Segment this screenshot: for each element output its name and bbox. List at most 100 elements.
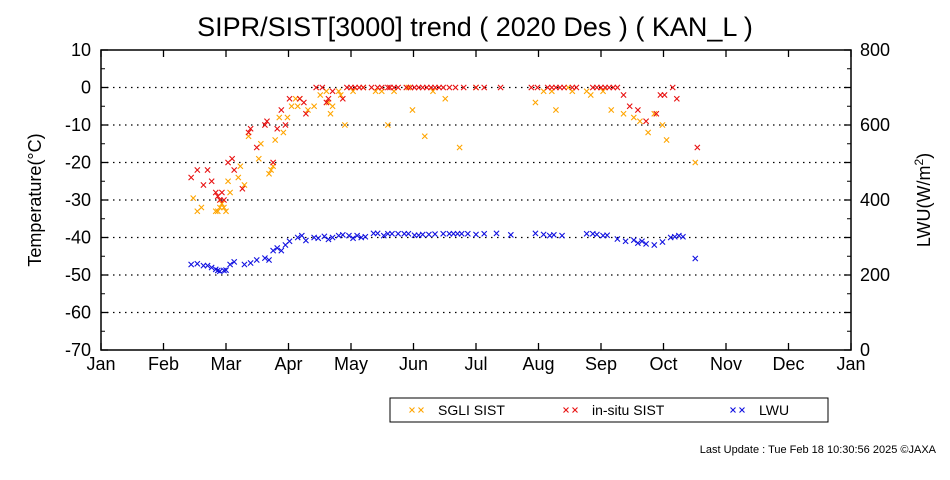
data-point <box>266 257 273 263</box>
data-point <box>659 239 666 245</box>
y-left-tick-label: -70 <box>65 340 91 360</box>
data-point <box>532 230 539 237</box>
data-point <box>247 125 254 132</box>
y-right-tick-label: 800 <box>860 40 890 60</box>
data-point <box>395 84 402 91</box>
data-point <box>194 260 201 267</box>
y-left-tick-label: -30 <box>65 190 91 210</box>
data-point <box>315 235 322 242</box>
data-point <box>239 185 246 192</box>
legend: SGLI SIST in-situ SIST LWU <box>389 397 829 423</box>
data-point <box>473 231 479 238</box>
y-right-tick-label: 0 <box>860 340 870 360</box>
x-tick-label: Jul <box>464 354 487 374</box>
data-point <box>583 230 590 237</box>
data-point <box>634 240 641 247</box>
data-point <box>198 204 205 211</box>
data-point <box>300 99 307 106</box>
x-tick-label: Sep <box>585 354 617 374</box>
data-point <box>231 258 238 265</box>
data-point <box>661 92 668 98</box>
data-point <box>298 232 305 239</box>
data-point <box>493 230 500 237</box>
data-point <box>552 107 559 113</box>
legend-marker <box>409 407 415 413</box>
data-point <box>614 84 621 91</box>
data-point <box>218 200 225 207</box>
data-point <box>622 238 629 245</box>
data-point <box>421 133 428 140</box>
data-point <box>339 95 346 102</box>
y-right-tick-label: 200 <box>860 265 890 285</box>
data-point <box>294 234 301 241</box>
data-point <box>409 107 416 113</box>
x-tick-label: Nov <box>710 354 742 374</box>
data-point <box>188 261 195 268</box>
legend-label: LWU <box>759 402 789 418</box>
data-point <box>419 231 426 238</box>
data-point <box>378 84 385 91</box>
data-points <box>188 84 701 275</box>
data-point <box>587 92 594 98</box>
data-point <box>473 84 479 91</box>
data-point <box>223 208 229 215</box>
data-point <box>460 84 467 91</box>
y-left-tick-label: -10 <box>65 115 91 135</box>
y-left-tick-label: 10 <box>71 40 91 60</box>
y-left-tick-label: 0 <box>81 78 91 98</box>
data-point <box>550 231 557 238</box>
legend-label: SGLI SIST <box>438 402 505 418</box>
data-point <box>429 88 436 95</box>
data-point <box>241 261 248 268</box>
data-point <box>593 231 600 238</box>
data-point <box>561 84 568 91</box>
data-point <box>440 230 447 237</box>
y-axis-left-label-text: Temperature(°C) <box>25 133 45 266</box>
data-point <box>507 231 514 238</box>
data-point <box>229 155 236 162</box>
data-point <box>280 129 287 136</box>
data-point <box>218 189 225 196</box>
data-point <box>405 230 412 237</box>
data-point <box>452 84 459 91</box>
data-point <box>311 103 318 110</box>
data-point <box>261 122 268 128</box>
data-point <box>636 118 643 125</box>
data-point <box>294 103 301 110</box>
data-point <box>374 230 381 237</box>
data-point <box>651 110 658 117</box>
data-point <box>247 260 254 266</box>
data-point <box>458 230 465 237</box>
data-point <box>214 208 221 215</box>
y-axis-right-label-sup: 2 <box>912 159 926 166</box>
data-point <box>405 84 412 91</box>
series-sgli-sist <box>190 84 699 215</box>
data-point <box>227 189 234 196</box>
data-point <box>643 118 650 125</box>
data-point <box>673 95 680 102</box>
data-point <box>608 107 615 113</box>
last-update-footer: Last Update : Tue Feb 18 10:30:56 2025 ©… <box>700 444 937 456</box>
data-point <box>208 264 215 271</box>
data-point <box>241 182 248 188</box>
data-point <box>679 233 686 240</box>
y-right-tick-label: 400 <box>860 190 890 210</box>
data-point <box>321 233 328 240</box>
data-point <box>620 110 627 117</box>
data-point <box>302 110 309 117</box>
data-point <box>327 110 334 117</box>
data-point <box>286 238 293 245</box>
data-point <box>270 247 277 254</box>
x-tick-label: Jun <box>399 354 428 374</box>
y-axis-right-label-end: ) <box>914 153 934 159</box>
data-point <box>651 242 658 248</box>
y-axis-right-label: LWU(W/m2) <box>912 153 934 247</box>
data-point <box>604 232 611 239</box>
data-point <box>350 235 357 242</box>
x-tick-label: Apr <box>274 354 302 374</box>
legend-marker <box>730 407 736 413</box>
legend-marker <box>739 407 745 413</box>
x-tick-label: Jan <box>836 354 865 374</box>
data-point <box>278 247 285 254</box>
